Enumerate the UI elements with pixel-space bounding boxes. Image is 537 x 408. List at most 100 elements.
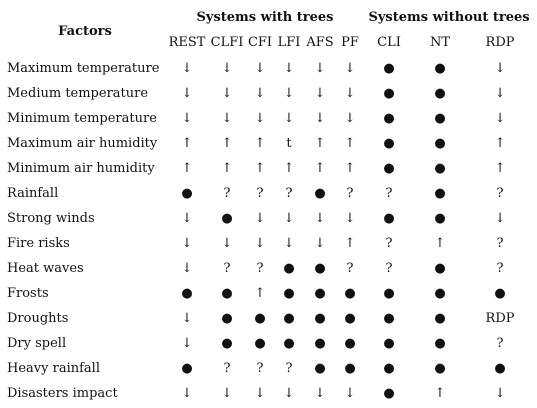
systems-without-trees-header: Systems without trees <box>368 9 530 25</box>
factor-label: Fire risks <box>7 236 70 251</box>
cell-cli: ● <box>383 361 395 376</box>
cell-nt: ● <box>434 111 446 126</box>
cell-rdp: ↓ <box>494 211 506 226</box>
table-row: Strong winds ↓ ● ↓ ↓ ↓ ↓ ● ● ↓ <box>4 206 534 231</box>
table-body: Maximum temperature ↓ ↓ ↓ ↓ ↓ ↓ ● ● ↓ Medium tempe… <box>4 56 534 406</box>
cell-cfi: ? <box>256 186 264 201</box>
cell-clfi: ↓ <box>221 236 233 251</box>
cell-rdp: ↓ <box>494 61 506 76</box>
cell-afs: ↓ <box>314 386 326 401</box>
cell-pf: ↑ <box>344 136 356 151</box>
cell-rest: ↓ <box>181 61 193 76</box>
cell-afs: ↓ <box>314 61 326 76</box>
cell-lfi: ↓ <box>283 61 295 76</box>
cell-lfi: ? <box>285 361 293 376</box>
factor-label: Maximum temperature <box>7 61 160 76</box>
factors-header: Factors <box>58 23 112 39</box>
factor-label: Disasters impact <box>7 386 118 401</box>
table-row: Fire risks ↓ ↓ ↓ ↓ ↓ ↑? ↑? <box>4 231 534 256</box>
cell-rdp: ? <box>496 236 504 251</box>
cell-pf: ↓ <box>344 386 356 401</box>
cell-afs: ↓ <box>314 211 326 226</box>
cell-cfi: ↑ <box>254 161 266 176</box>
cell-clfi: ? <box>223 186 231 201</box>
cell-cli: ? <box>385 186 393 201</box>
cell-lfi: ↓ <box>283 86 295 101</box>
cell-rest: ● <box>181 286 193 301</box>
cell-clfi: ● <box>221 286 233 301</box>
table-row: Medium temperature ↓ ↓ ↓ ↓ ↓ ↓ ● ● ↓ <box>4 81 534 106</box>
cell-cli: ● <box>383 136 395 151</box>
cell-cli: ● <box>383 386 395 401</box>
cell-nt: ● <box>434 61 446 76</box>
cell-clfi: ? <box>223 261 231 276</box>
cell-cli: ? <box>385 261 393 276</box>
table-row: Maximum temperature ↓ ↓ ↓ ↓ ↓ ↓ ● ● ↓ <box>4 56 534 81</box>
cell-afs: ↓ <box>314 111 326 126</box>
factor-label: Droughts <box>7 311 69 326</box>
cell-lfi: ● <box>283 286 295 301</box>
cell-lfi: ↑ <box>283 161 295 176</box>
cell-clfi: ↑ <box>221 136 233 151</box>
cell-clfi: ↓ <box>221 86 233 101</box>
cell-clfi: ↓ <box>221 61 233 76</box>
table-row: Minimum temperature ↓ ↓ ↓ ↓ ↓ ↓ ● ● ↓ <box>4 106 534 131</box>
cell-rdp: RDP <box>485 311 515 326</box>
cell-cfi: ● <box>254 311 266 326</box>
cell-lfi: ? <box>285 186 293 201</box>
cell-afs: ● <box>314 361 326 376</box>
cell-cli: ● <box>383 211 395 226</box>
cell-cfi: ? <box>256 361 264 376</box>
cell-lfi: ● <box>283 261 295 276</box>
cell-afs: ● <box>314 286 326 301</box>
cell-rdp: ? <box>496 336 504 351</box>
cell-rdp: ↓ <box>494 111 506 126</box>
cell-rdp: ? <box>496 186 504 201</box>
cell-afs: ↑ <box>314 136 326 151</box>
cell-rest: ↓ <box>181 311 193 326</box>
factor-label: Minimum temperature <box>7 111 157 126</box>
cell-cli: ● <box>383 336 395 351</box>
column-header-pf: PF <box>341 34 359 50</box>
cell-nt: ↑ <box>434 236 446 251</box>
table-row: Heat waves ↓?? ● ●?? ●? <box>4 256 534 281</box>
cell-lfi: t <box>286 136 292 151</box>
cell-nt: ● <box>434 361 446 376</box>
table-row: Maximum air humidity ↑ ↑ ↑ t ↑ ↑ ● ● ↑ <box>4 131 534 156</box>
cell-rdp: ? <box>496 261 504 276</box>
cell-rdp: ● <box>494 286 506 301</box>
cell-pf: ? <box>346 261 354 276</box>
cell-rdp: ↑ <box>494 136 506 151</box>
cell-cfi: ● <box>254 336 266 351</box>
cell-rest: ↓ <box>181 336 193 351</box>
cell-cfi: ↓ <box>254 386 266 401</box>
cell-pf: ↓ <box>344 111 356 126</box>
cell-cfi: ↓ <box>254 86 266 101</box>
cell-rest: ↓ <box>181 386 193 401</box>
cell-cfi: ↓ <box>254 61 266 76</box>
cell-rdp: ↓ <box>494 386 506 401</box>
cell-rest: ↓ <box>181 211 193 226</box>
column-header-cli: CLI <box>377 34 401 50</box>
cell-pf: ↓ <box>344 211 356 226</box>
factor-label: Maximum air humidity <box>7 136 158 151</box>
cell-cli: ● <box>383 61 395 76</box>
factor-label: Rainfall <box>7 186 59 201</box>
cell-clfi: ● <box>221 311 233 326</box>
cell-cli: ● <box>383 161 395 176</box>
cell-pf: ● <box>344 311 356 326</box>
cell-rdp: ↑ <box>494 161 506 176</box>
cell-pf: ↑ <box>344 161 356 176</box>
cell-nt: ↑ <box>434 386 446 401</box>
cell-cli: ● <box>383 86 395 101</box>
table-row: Disasters impact ↓ ↓ ↓ ↓ ↓ ↓ ● ↑ ↓ <box>4 381 534 406</box>
cell-nt: ● <box>434 161 446 176</box>
factor-label: Medium temperature <box>7 86 149 101</box>
cell-nt: ● <box>434 336 446 351</box>
cell-pf: ↑ <box>344 236 356 251</box>
table-row: Dry spell ↓ ● ● ● ● ● ● ●? <box>4 331 534 356</box>
column-header-nt: NT <box>429 34 451 50</box>
cell-pf: ● <box>344 286 356 301</box>
cell-clfi: ↓ <box>221 111 233 126</box>
